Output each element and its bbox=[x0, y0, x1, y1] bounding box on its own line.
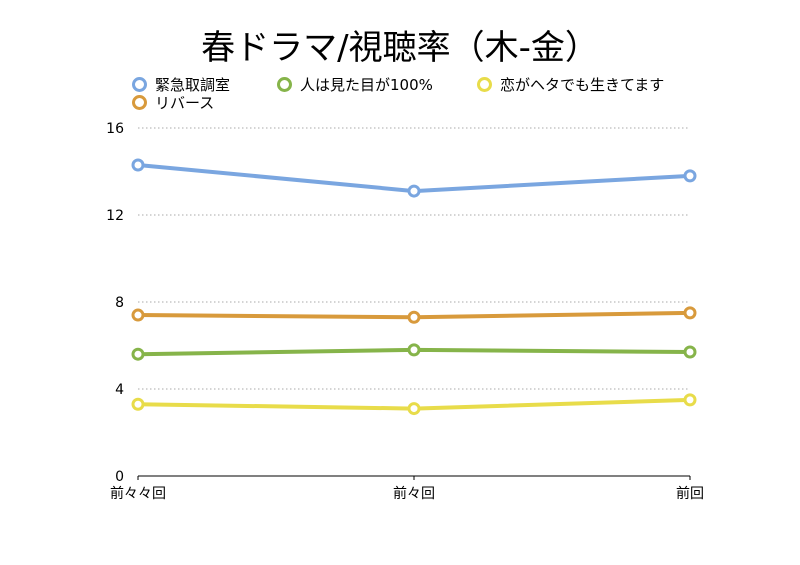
series-1-point-0 bbox=[131, 158, 145, 172]
x-tick-label-2: 前回 bbox=[676, 485, 704, 502]
legend-item-series-4: リバース bbox=[132, 92, 214, 113]
legend-item-series-3: 恋がヘタでも生きてます bbox=[477, 74, 664, 95]
y-tick-label-0: 0 bbox=[115, 469, 124, 485]
legend-marker-series-1 bbox=[132, 77, 147, 92]
x-tick-label-1: 前々回 bbox=[393, 485, 435, 502]
series-3-point-2 bbox=[683, 393, 697, 407]
y-tick-label-4: 16 bbox=[106, 121, 124, 137]
series-4-point-1 bbox=[407, 310, 421, 324]
y-tick-label-1: 4 bbox=[115, 382, 124, 398]
y-tick-label-2: 8 bbox=[115, 295, 124, 311]
y-tick-label-3: 12 bbox=[106, 208, 124, 224]
series-2-point-1 bbox=[407, 343, 421, 357]
legend-marker-series-3 bbox=[477, 77, 492, 92]
series-1-point-1 bbox=[407, 184, 421, 198]
legend-marker-series-4 bbox=[132, 95, 147, 110]
legend-marker-series-2 bbox=[277, 77, 292, 92]
series-2-point-0 bbox=[131, 347, 145, 361]
legend-label-series-2: 人は見た目が100% bbox=[300, 76, 433, 94]
series-2-point-2 bbox=[683, 345, 697, 359]
x-tick-label-0: 前々々回 bbox=[110, 485, 166, 502]
legend-label-series-1: 緊急取調室 bbox=[155, 76, 231, 94]
legend-label-series-3: 恋がヘタでも生きてます bbox=[500, 76, 665, 94]
series-4-point-2 bbox=[683, 306, 697, 320]
legend-label-series-4: リバース bbox=[155, 94, 215, 112]
series-4-point-0 bbox=[131, 308, 145, 322]
legend: 緊急取調室 人は見た目が100% 恋がヘタでも生きてます リバース bbox=[132, 74, 732, 114]
series-1-point-2 bbox=[683, 169, 697, 183]
chart-title: 春ドラマ/視聴率（木-金） bbox=[201, 28, 599, 68]
series-3-point-0 bbox=[131, 397, 145, 411]
series-3-point-1 bbox=[407, 402, 421, 416]
legend-item-series-2: 人は見た目が100% bbox=[277, 74, 433, 95]
legend-item-series-1: 緊急取調室 bbox=[132, 74, 230, 95]
